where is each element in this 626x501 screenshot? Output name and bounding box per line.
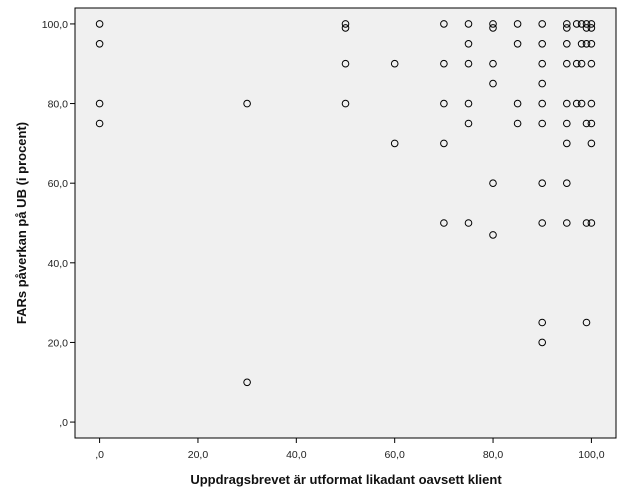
scatter-point	[440, 20, 448, 28]
scatter-point	[440, 59, 448, 68]
scatter-point	[464, 119, 473, 128]
scatter-point	[538, 219, 547, 227]
scatter-point	[464, 59, 473, 68]
scatter-point	[563, 219, 571, 227]
scatter-point	[572, 59, 581, 68]
y-tick-label: 60,0	[48, 178, 69, 190]
scatter-point	[440, 219, 448, 227]
scatter-point	[489, 24, 497, 32]
scatter-point	[390, 139, 399, 148]
scatter-point	[563, 139, 571, 148]
x-tick-label: 100,0	[578, 449, 604, 461]
scatter-point	[538, 59, 547, 68]
scatter-point	[563, 59, 571, 68]
scatter-point	[95, 40, 104, 48]
scatter-point	[538, 119, 547, 128]
scatter-point	[587, 119, 596, 128]
scatter-point	[563, 40, 571, 48]
scatter-point	[464, 99, 473, 108]
scatter-point	[587, 99, 596, 108]
scatter-point	[489, 79, 497, 88]
scatter-point	[341, 20, 350, 28]
x-axis: ,0 20,0 40,0 60,0 80,0 100,0	[95, 438, 605, 461]
x-tick-label: 80,0	[483, 449, 504, 461]
data-points	[95, 20, 596, 387]
scatter-point	[513, 99, 522, 108]
scatter-point	[489, 231, 497, 239]
scatter-point	[577, 99, 586, 108]
scatter-point	[587, 24, 596, 32]
scatter-point	[582, 119, 591, 128]
scatter-point	[587, 20, 596, 28]
scatter-point	[464, 20, 473, 28]
y-tick-label: ,0	[59, 417, 68, 429]
scatter-point	[538, 318, 547, 327]
scatter-point	[440, 139, 448, 148]
scatter-point	[563, 99, 571, 108]
scatter-point	[538, 179, 547, 187]
scatter-point	[489, 59, 497, 68]
scatter-point	[582, 40, 591, 48]
scatter-point	[538, 79, 547, 88]
scatter-point	[563, 20, 571, 28]
scatter-point	[582, 24, 591, 32]
y-axis: ,0 20,0 40,0 60,0 80,0 100,0	[42, 19, 75, 429]
scatter-point	[582, 20, 591, 28]
scatter-point	[95, 119, 104, 128]
y-tick-label: 100,0	[42, 19, 68, 31]
y-tick-label: 80,0	[48, 99, 69, 111]
scatter-point	[563, 179, 571, 187]
y-tick-label: 40,0	[48, 258, 69, 270]
scatter-point	[95, 20, 104, 28]
scatter-point	[587, 59, 596, 68]
scatter-point	[538, 20, 547, 28]
scatter-point	[563, 119, 571, 128]
scatter-point	[341, 24, 350, 32]
plot-area	[74, 7, 617, 439]
scatter-point	[489, 20, 497, 28]
scatter-point	[513, 119, 522, 128]
y-axis-title: FARs påverkan på UB (i procent)	[14, 122, 29, 324]
x-tick-label: 40,0	[286, 449, 307, 461]
scatter-point	[577, 20, 586, 28]
x-tick-label: ,0	[95, 449, 104, 461]
x-tick-label: 60,0	[384, 449, 405, 461]
scatter-point	[572, 20, 581, 28]
scatter-point	[587, 219, 596, 227]
x-tick-label: 20,0	[188, 449, 209, 461]
scatter-point	[341, 99, 350, 108]
scatter-point	[538, 40, 547, 48]
scatter-point	[243, 99, 251, 108]
scatter-point	[538, 338, 547, 347]
scatter-point	[587, 139, 596, 148]
scatter-point	[464, 40, 473, 48]
x-axis-title: Uppdragsbrevet är utformat likadant oavs…	[190, 472, 502, 487]
scatter-point	[513, 40, 522, 48]
scatter-point	[538, 99, 547, 108]
scatter-point	[577, 40, 586, 48]
scatter-point	[243, 378, 251, 387]
scatter-point	[572, 99, 581, 108]
scatter-point	[341, 59, 350, 68]
scatter-point	[95, 99, 104, 108]
scatter-point	[489, 179, 497, 187]
scatter-point	[582, 219, 591, 227]
scatter-point	[577, 59, 586, 68]
scatter-point	[440, 99, 448, 108]
scatter-point	[587, 40, 596, 48]
scatter-point	[513, 20, 522, 28]
scatter-point	[563, 24, 571, 32]
scatter-point	[464, 219, 473, 227]
y-tick-label: 20,0	[48, 337, 69, 349]
scatter-point	[390, 59, 399, 68]
scatter-point	[582, 318, 591, 327]
